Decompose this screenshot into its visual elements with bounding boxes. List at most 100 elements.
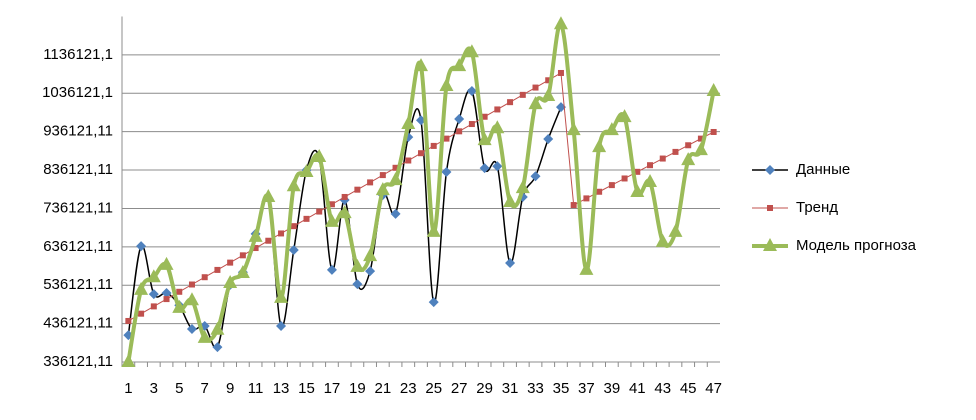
data-point	[659, 155, 666, 162]
data-point	[452, 58, 467, 72]
y-tick-label: 536121,11	[43, 276, 113, 293]
data-point	[354, 186, 361, 193]
data-point	[286, 178, 301, 192]
data-point	[681, 152, 696, 166]
data-point	[405, 157, 412, 164]
data-point	[365, 266, 376, 277]
data-point	[621, 175, 628, 182]
data-point	[503, 193, 518, 207]
x-tick-label: 31	[502, 380, 519, 397]
data-point	[439, 78, 454, 92]
data-point	[324, 213, 339, 227]
data-point	[276, 320, 287, 331]
data-point	[188, 281, 195, 288]
data-point	[212, 342, 223, 353]
data-point	[138, 310, 145, 317]
data-point	[672, 148, 679, 155]
data-point	[507, 99, 514, 106]
data-point	[186, 324, 197, 335]
data-point	[706, 83, 721, 97]
data-point	[477, 132, 492, 146]
x-tick-label: 9	[226, 380, 234, 397]
x-tick-label: 15	[298, 380, 315, 397]
data-point	[430, 142, 437, 149]
data-point	[655, 233, 670, 247]
data-point	[528, 96, 543, 110]
data-point	[223, 274, 238, 288]
data-point	[136, 241, 147, 252]
data-point	[494, 106, 501, 113]
data-point	[710, 128, 717, 135]
data-point	[150, 303, 157, 310]
x-tick-label: 13	[273, 380, 290, 397]
data-point	[148, 289, 159, 300]
y-tick-label: 1136121,1	[43, 46, 113, 63]
data-point	[390, 208, 401, 219]
data-point	[519, 91, 526, 98]
data-point	[530, 171, 541, 182]
y-tick-label: 936121,11	[43, 123, 113, 140]
data-point	[541, 88, 556, 102]
data-point	[252, 245, 259, 252]
data-point	[379, 172, 386, 179]
data-point	[466, 86, 477, 97]
data-point	[316, 208, 323, 215]
data-point	[570, 202, 577, 209]
data-point	[303, 215, 310, 222]
data-point	[426, 223, 441, 237]
x-tick-label: 47	[705, 380, 722, 397]
data-point	[352, 279, 363, 290]
y-tick-label: 436121,11	[43, 315, 113, 332]
data-point	[350, 258, 365, 272]
data-point	[227, 259, 234, 266]
x-tick-label: 39	[604, 380, 621, 397]
legend-label: Данные	[796, 161, 850, 178]
data-point	[668, 223, 683, 237]
x-tick-label: 23	[400, 380, 417, 397]
x-tick-label: 29	[476, 380, 493, 397]
data-point	[441, 167, 452, 178]
data-point	[299, 164, 314, 178]
x-tick-label: 45	[680, 380, 697, 397]
data-point	[146, 269, 161, 283]
data-point	[545, 77, 552, 84]
data-point	[443, 135, 450, 142]
x-tick-label: 27	[451, 380, 468, 397]
data-point	[274, 289, 289, 303]
data-point	[492, 161, 503, 172]
series-line	[126, 22, 716, 363]
data-point	[197, 329, 212, 343]
data-point	[532, 84, 539, 91]
data-point	[428, 297, 439, 308]
data-point	[159, 256, 174, 270]
data-point	[261, 188, 276, 202]
data-point	[505, 258, 516, 269]
data-point	[479, 163, 490, 174]
x-tick-label: 33	[527, 380, 544, 397]
data-point	[341, 193, 348, 200]
data-point	[214, 266, 221, 273]
data-point	[553, 16, 568, 30]
data-point	[634, 168, 641, 175]
data-point	[278, 230, 285, 237]
y-tick-label: 1036121,1	[42, 84, 113, 101]
data-point	[125, 317, 132, 324]
x-tick-label: 5	[175, 380, 183, 397]
data-point	[617, 109, 632, 123]
data-point	[235, 264, 250, 278]
data-point	[163, 296, 170, 303]
data-point	[579, 261, 594, 275]
data-point	[392, 164, 399, 171]
data-point	[464, 44, 479, 58]
data-point	[248, 228, 263, 242]
data-point	[388, 172, 403, 186]
x-tick-label: 35	[553, 380, 570, 397]
data-point	[515, 180, 530, 194]
y-tick-label: 336121,11	[43, 353, 113, 370]
data-point	[697, 135, 704, 142]
data-point	[210, 321, 225, 335]
data-point	[326, 264, 337, 275]
data-point	[454, 114, 465, 125]
x-tick-label: 7	[201, 380, 209, 397]
data-point	[566, 122, 581, 136]
